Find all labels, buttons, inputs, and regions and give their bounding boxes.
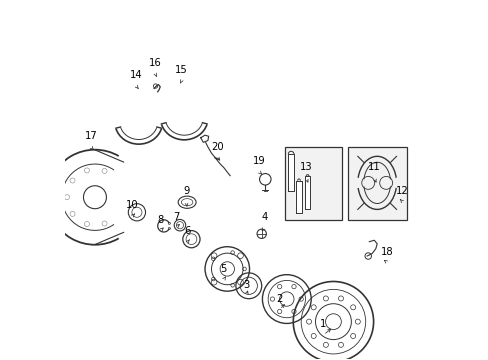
Polygon shape xyxy=(287,154,293,192)
Text: 4: 4 xyxy=(261,212,267,222)
Text: 2: 2 xyxy=(276,294,282,304)
Text: 1: 1 xyxy=(320,319,326,329)
Text: 17: 17 xyxy=(84,131,97,141)
Polygon shape xyxy=(296,181,301,213)
Text: 3: 3 xyxy=(243,280,249,290)
Text: 16: 16 xyxy=(149,58,162,68)
Polygon shape xyxy=(201,135,208,142)
Text: 7: 7 xyxy=(173,212,179,222)
Text: 19: 19 xyxy=(253,156,265,166)
Text: 12: 12 xyxy=(395,186,408,196)
Text: 10: 10 xyxy=(126,200,139,210)
Text: 8: 8 xyxy=(157,215,163,225)
Polygon shape xyxy=(304,176,310,210)
Text: 6: 6 xyxy=(184,226,191,236)
Text: 5: 5 xyxy=(220,264,226,274)
Bar xyxy=(284,147,341,220)
Text: 9: 9 xyxy=(183,186,189,197)
Text: 14: 14 xyxy=(130,70,142,80)
Text: 11: 11 xyxy=(367,162,380,172)
Text: 20: 20 xyxy=(211,142,224,152)
Bar xyxy=(348,147,406,220)
Text: 18: 18 xyxy=(380,247,393,257)
Text: 13: 13 xyxy=(299,162,312,172)
Text: 15: 15 xyxy=(175,64,188,75)
